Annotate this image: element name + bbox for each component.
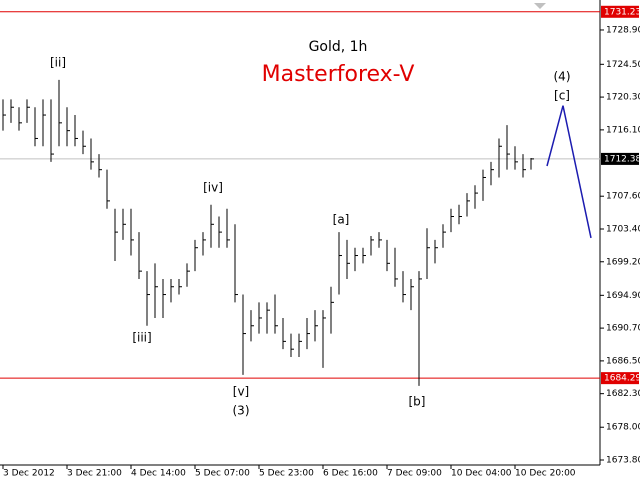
wave-label: [iv]	[203, 181, 223, 195]
price-level-label: 1684.29	[604, 374, 640, 384]
y-tick-label: 1703.40	[606, 224, 640, 234]
y-tick-label: 1686.50	[606, 356, 640, 366]
wave-label: (4)	[554, 70, 571, 84]
y-tick-label: 1716.10	[606, 125, 640, 135]
wave-label: [iii]	[132, 331, 151, 345]
y-tick-label: 1678.00	[606, 423, 640, 433]
y-tick-label: 1690.70	[606, 324, 640, 334]
y-tick-label: 1728.90	[606, 25, 640, 35]
y-tick-label: 1699.20	[606, 257, 640, 267]
x-tick-label: 6 Dec 16:00	[323, 469, 378, 479]
wave-label: [a]	[333, 213, 350, 227]
x-tick-label: 5 Dec 07:00	[195, 469, 250, 479]
wave-label: [b]	[409, 395, 426, 409]
wave-label: [c]	[554, 89, 570, 103]
y-tick-label: 1720.30	[606, 93, 640, 103]
x-tick-label: 10 Dec 04:00	[451, 469, 512, 479]
wave-label: [v]	[233, 385, 249, 399]
y-tick-label: 1724.50	[606, 60, 640, 70]
shift-marker	[534, 3, 546, 9]
x-tick-label: 7 Dec 09:00	[387, 469, 442, 479]
y-tick-label: 1694.90	[606, 291, 640, 301]
x-tick-label: 5 Dec 23:00	[259, 469, 314, 479]
y-tick-label: 1707.60	[606, 192, 640, 202]
current-price-label: 1712.38	[604, 154, 640, 164]
projection-line	[546, 105, 592, 239]
x-tick-label: 10 Dec 20:00	[515, 469, 576, 479]
x-tick-label: 3 Dec 2012	[3, 469, 55, 479]
price-level-box	[601, 5, 639, 18]
chart-title: Gold, 1h	[309, 39, 368, 55]
wave-label: (3)	[233, 404, 250, 418]
y-tick-label: 1682.30	[606, 389, 640, 399]
chart-subtitle: Masterforex-V	[262, 62, 415, 87]
x-tick-label: 4 Dec 14:00	[131, 469, 186, 479]
y-tick-label: 1673.80	[606, 456, 640, 466]
wave-label: [ii]	[50, 56, 66, 70]
current-price-box	[601, 152, 639, 165]
price-level-box	[601, 372, 639, 385]
price-level-label: 1731.23	[604, 7, 640, 17]
x-tick-label: 3 Dec 21:00	[67, 469, 122, 479]
